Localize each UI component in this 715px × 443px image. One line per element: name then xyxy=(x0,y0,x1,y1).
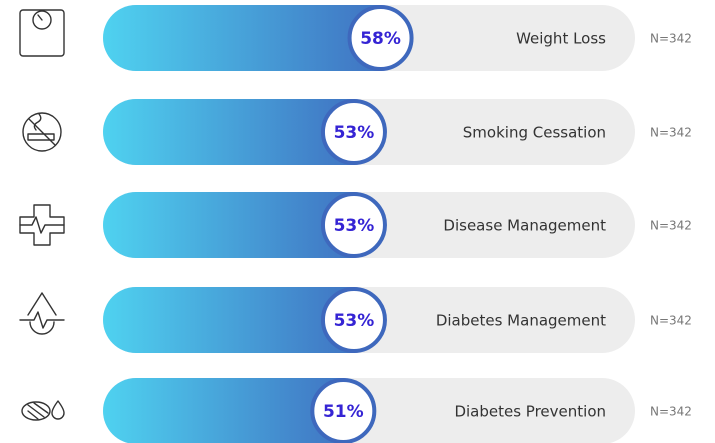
sample-size: N=342 xyxy=(650,314,692,328)
value-badge xyxy=(320,192,387,258)
icon-no-smoking xyxy=(22,112,62,152)
sample-size: N=342 xyxy=(650,32,692,46)
category-label: Diabetes Management xyxy=(436,312,606,330)
sample-size: N=342 xyxy=(650,405,692,419)
value-badge xyxy=(347,5,414,71)
value-label: 53% xyxy=(334,216,375,236)
value-label: 51% xyxy=(323,402,364,422)
value-label: 58% xyxy=(360,29,401,49)
bar xyxy=(103,287,385,353)
icon-drop-pulse xyxy=(19,292,65,335)
icon-medical-cross xyxy=(19,204,65,246)
value-badge xyxy=(310,378,377,443)
category-label: Diabetes Prevention xyxy=(454,403,606,421)
bar xyxy=(103,192,385,258)
category-label: Smoking Cessation xyxy=(463,124,606,142)
value-badge xyxy=(320,99,387,165)
category-label: Disease Management xyxy=(443,217,606,235)
sample-size: N=342 xyxy=(650,219,692,233)
category-label: Weight Loss xyxy=(516,30,606,48)
bar xyxy=(103,99,385,165)
icon-scale xyxy=(19,9,65,57)
icon-food-drop xyxy=(21,400,65,421)
bar xyxy=(103,5,412,71)
value-label: 53% xyxy=(334,123,375,143)
value-badge xyxy=(320,287,387,353)
sample-size: N=342 xyxy=(650,126,692,140)
value-label: 53% xyxy=(334,311,375,331)
bar xyxy=(103,378,375,443)
